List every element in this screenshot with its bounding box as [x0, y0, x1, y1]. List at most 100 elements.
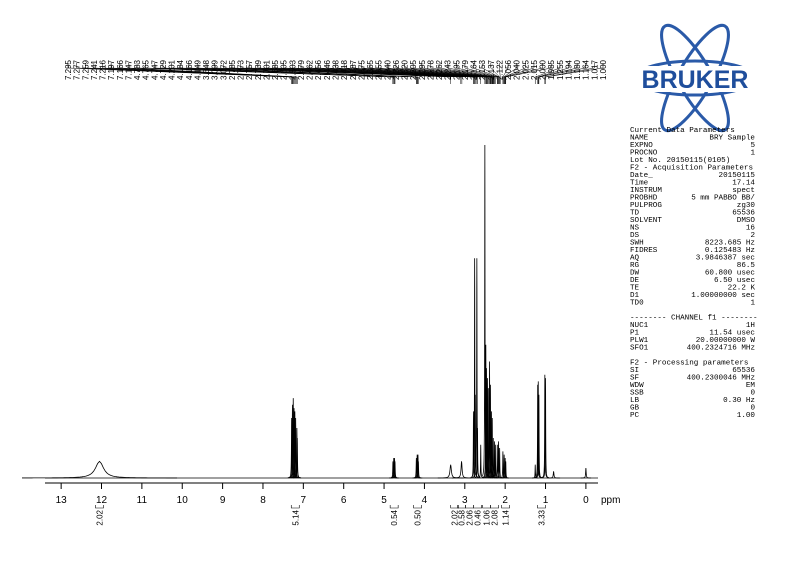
- param-value: spect: [732, 187, 755, 195]
- param-name: LB: [630, 397, 640, 405]
- peak-label: 7.259: [81, 59, 90, 80]
- x-tick-label: 7: [301, 495, 307, 506]
- peak-label: 2.438: [332, 59, 341, 80]
- peak-connector: [197, 63, 419, 84]
- peak-connector: [473, 63, 499, 84]
- integral-bracket: [95, 505, 104, 509]
- param-value: 5 mm PABBO BB/: [691, 195, 755, 203]
- param-value: 65536: [732, 210, 755, 218]
- peak-connector: [412, 63, 494, 84]
- integral-label: 0.54: [390, 509, 399, 525]
- logo-band: [633, 66, 757, 92]
- param-value: 0.30 Hz: [723, 397, 755, 405]
- peak-label: 2.503: [288, 59, 297, 80]
- x-tick-label: 2: [502, 495, 508, 506]
- peak: [547, 471, 561, 479]
- param-name: SF: [630, 375, 640, 383]
- param-heading: Lot No. 20150115(0105): [630, 157, 730, 165]
- param-name: NUC1: [630, 322, 649, 330]
- peak: [451, 461, 472, 479]
- integral-bracket: [537, 505, 546, 509]
- peak-label: 2.164: [470, 59, 479, 80]
- peak-connector: [283, 63, 481, 84]
- param-value: 1.00000000 sec: [691, 292, 755, 300]
- param-value: 60.800 usec: [705, 270, 755, 278]
- x-tick-label: 6: [341, 495, 347, 506]
- peak-connector: [352, 63, 490, 84]
- peak-label: 7.295: [64, 59, 73, 80]
- peak-connector: [545, 63, 604, 84]
- param-value: 400.2324716 MHz: [687, 345, 755, 353]
- param-name: Time: [630, 180, 649, 188]
- param-name: DW: [630, 270, 640, 278]
- peak: [473, 258, 481, 478]
- param-name: RG: [630, 262, 640, 270]
- peak-label: 7.197: [107, 59, 116, 80]
- peak-label: 1.000: [599, 59, 608, 80]
- param-value: 17.14: [732, 180, 755, 188]
- peak-label: 7.216: [99, 59, 108, 80]
- integral-label: 0.46: [474, 509, 483, 525]
- param-name: DE: [630, 277, 640, 285]
- peak-label: 4.201: [168, 59, 177, 80]
- peak-label: 2.320: [401, 59, 410, 80]
- param-name: TD: [630, 210, 640, 218]
- x-tick-label: 9: [220, 495, 226, 506]
- param-heading: F2 - Acquisition Parameters: [630, 165, 753, 173]
- param-name: FIDRES: [630, 247, 658, 255]
- logo-text: BRUKER: [642, 66, 749, 94]
- peak-label: 4.184: [176, 59, 185, 80]
- peak-connector: [504, 63, 535, 84]
- peak-label: 2.773: [237, 59, 246, 80]
- peak-label: 3.348: [202, 59, 211, 80]
- param-name: INSTRUM: [630, 187, 662, 195]
- peak-connector: [456, 63, 498, 84]
- integral-bracket: [473, 505, 483, 509]
- peak-label: 2.262: [435, 59, 444, 80]
- peak-connector: [378, 63, 492, 84]
- param-value: 22.2 K: [728, 285, 756, 293]
- peak: [495, 441, 502, 479]
- peak-connector: [438, 63, 495, 84]
- param-name: SFO1: [630, 345, 649, 353]
- x-tick-label: 12: [96, 495, 108, 506]
- peak-label: 2.375: [357, 59, 366, 80]
- peak-connector: [387, 63, 492, 84]
- param-value: 1: [750, 150, 755, 158]
- peak-connector: [128, 63, 298, 84]
- peak: [487, 384, 494, 479]
- peak-connector: [223, 63, 463, 84]
- peak-label: 2.243: [444, 59, 453, 80]
- peak-label: 2.479: [297, 59, 306, 80]
- peak-label: 2.446: [323, 59, 332, 80]
- x-tick-label: 10: [177, 495, 189, 506]
- param-value: 1H: [746, 322, 755, 330]
- peak: [499, 451, 507, 479]
- x-tick-label: 0: [583, 495, 589, 506]
- param-name: EXPNO: [630, 142, 653, 150]
- param-name: GB: [630, 405, 640, 413]
- peak-label: 3.072: [219, 59, 228, 80]
- peak-label: 2.025: [521, 59, 530, 80]
- integral-label: 2.02: [451, 509, 460, 525]
- peak-label: 2.757: [245, 59, 254, 80]
- param-value: 0: [750, 390, 755, 398]
- integral-bracket: [450, 505, 460, 509]
- peak-label: 2.685: [271, 59, 280, 80]
- integral-label: 2.06: [466, 509, 475, 525]
- peak: [414, 461, 423, 479]
- peak-label: 4.765: [142, 59, 151, 80]
- param-value: 0: [750, 405, 755, 413]
- integral-label: 1.14: [502, 509, 511, 525]
- peak-connector: [503, 63, 517, 84]
- param-name: PLW1: [630, 337, 649, 345]
- param-name: DS: [630, 232, 640, 240]
- peak-label: 2.137: [487, 59, 496, 80]
- param-heading: F2 - Processing parameters: [630, 360, 748, 368]
- integral-bracket: [389, 505, 399, 509]
- peak-connector: [502, 63, 509, 84]
- param-value: 86.5: [737, 262, 756, 270]
- param-name: NS: [630, 225, 640, 233]
- peak-label: 7.241: [90, 59, 99, 80]
- peak-label: 2.122: [495, 59, 504, 80]
